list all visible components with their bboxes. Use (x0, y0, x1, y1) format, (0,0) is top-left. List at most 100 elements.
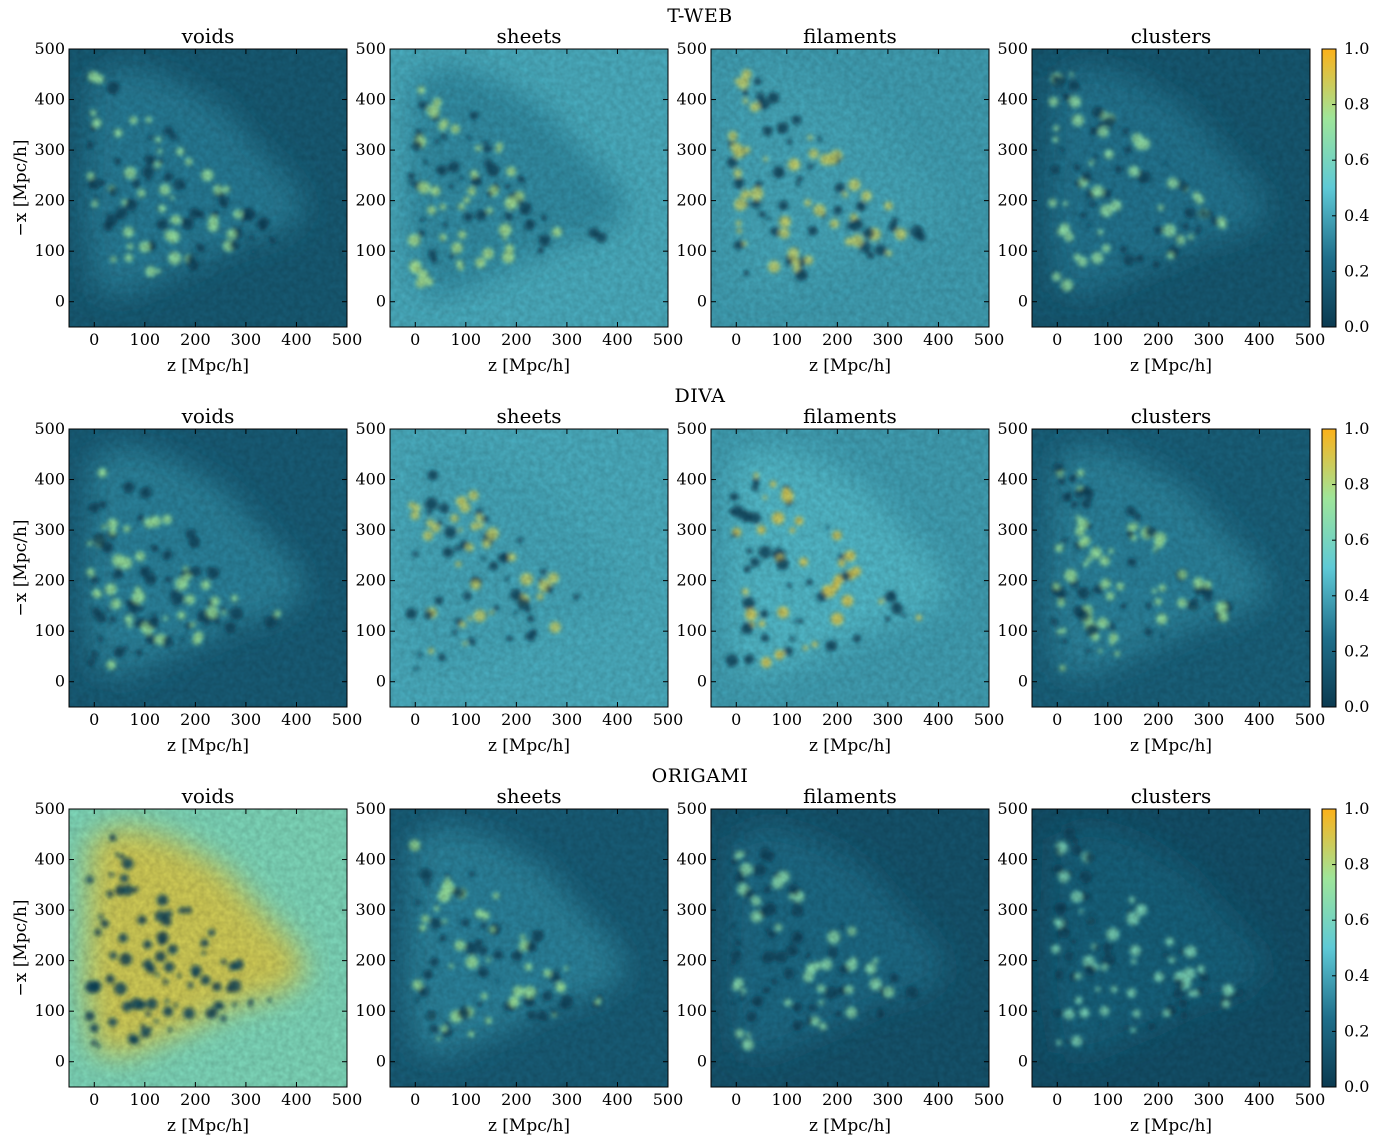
y-tick-label: 300 (997, 140, 1028, 159)
x-tick-label: 100 (772, 710, 803, 729)
y-tick-label: 100 (676, 241, 707, 260)
colorbar-tick-label: 0.0 (1344, 1077, 1369, 1096)
axes-frame (710, 48, 990, 328)
y-axis-label: −x [Mpc/h] (11, 900, 31, 997)
panel-title: voids (181, 404, 235, 428)
x-tick-label: 100 (130, 330, 161, 349)
x-tick-label: 400 (923, 710, 954, 729)
y-axis-label: −x [Mpc/h] (11, 140, 31, 237)
panel-title: filaments (803, 24, 897, 48)
x-tick-label: 500 (974, 1090, 1005, 1109)
y-tick-label: 100 (34, 621, 65, 640)
y-tick-label: 200 (676, 191, 707, 210)
x-tick-label: 500 (1295, 330, 1326, 349)
axes-frame (710, 428, 990, 708)
y-tick-label: 400 (676, 470, 707, 489)
x-axis-label: z [Mpc/h] (1130, 736, 1212, 756)
y-tick-label: 400 (676, 90, 707, 109)
colorbar-tick-label: 0.4 (1344, 586, 1369, 605)
x-tick-label: 100 (1093, 330, 1124, 349)
x-tick-label: 300 (873, 710, 904, 729)
x-tick-label: 0 (89, 330, 99, 349)
y-tick-label: 300 (355, 900, 386, 919)
y-tick-label: 500 (997, 39, 1028, 58)
noise-texture (1032, 49, 1310, 327)
axes-frame (389, 428, 669, 708)
x-tick-label: 500 (332, 1090, 363, 1109)
colorbar: 0.0 0.2 0.4 0.6 0.8 1.0 (1321, 799, 1369, 1096)
axes-frame (1031, 428, 1311, 708)
x-tick-label: 200 (501, 710, 532, 729)
noise-texture (69, 49, 347, 327)
colorbar-tick-label: 0.2 (1344, 641, 1369, 660)
x-tick-label: 100 (772, 330, 803, 349)
x-axis-label: z [Mpc/h] (1130, 356, 1212, 376)
y-tick-label: 300 (34, 140, 65, 159)
panel-t-web-clusters: 0 100 200 300 400 500 0 100 200 300 400 500 z [Mpc/h… (997, 39, 1325, 376)
axes-frame (1031, 48, 1311, 328)
x-tick-label: 500 (332, 710, 363, 729)
y-tick-label: 0 (697, 292, 707, 311)
noise-texture (390, 49, 668, 327)
colorbar-tick-label: 0.4 (1344, 206, 1369, 225)
x-tick-label: 0 (89, 710, 99, 729)
y-tick-label: 400 (997, 90, 1028, 109)
axes-frame (68, 428, 348, 708)
y-tick-label: 400 (355, 850, 386, 869)
x-tick-label: 0 (410, 330, 420, 349)
y-tick-label: 0 (55, 292, 65, 311)
panel-origami-sheets: 0 100 200 300 400 500 0 100 200 300 400 500 z [Mpc/h… (355, 799, 683, 1135)
x-tick-label: 300 (1194, 330, 1225, 349)
x-tick-label: 400 (281, 330, 312, 349)
x-tick-label: 200 (180, 1090, 211, 1109)
x-tick-label: 0 (1052, 710, 1062, 729)
x-axis-label: z [Mpc/h] (488, 356, 570, 376)
panel-title: voids (181, 24, 235, 48)
colorbar-tick-label: 0.8 (1344, 475, 1369, 494)
x-tick-label: 400 (1244, 710, 1275, 729)
noise-texture (69, 429, 347, 707)
y-tick-label: 300 (676, 140, 707, 159)
y-tick-label: 500 (997, 419, 1028, 438)
colorbar-tick-label: 0.2 (1344, 1021, 1369, 1040)
x-tick-label: 0 (731, 710, 741, 729)
y-tick-label: 200 (355, 571, 386, 590)
colorbar-tick-label: 0.8 (1344, 855, 1369, 874)
x-tick-label: 400 (1244, 1090, 1275, 1109)
noise-texture (711, 809, 989, 1087)
y-tick-label: 0 (376, 672, 386, 691)
x-tick-label: 200 (822, 1090, 853, 1109)
axes-frame (389, 48, 669, 328)
x-tick-label: 100 (1093, 1090, 1124, 1109)
colorbar-tick-label: 1.0 (1344, 39, 1369, 58)
x-tick-label: 500 (653, 710, 684, 729)
y-tick-label: 100 (34, 241, 65, 260)
y-tick-label: 0 (376, 292, 386, 311)
x-tick-label: 200 (501, 330, 532, 349)
colorbar: 0.0 0.2 0.4 0.6 0.8 1.0 (1321, 419, 1369, 716)
colorbar-tick-label: 0.6 (1344, 910, 1369, 929)
colorbar-tick-label: 0.0 (1344, 317, 1369, 336)
colorbar: 0.0 0.2 0.4 0.6 0.8 1.0 (1321, 39, 1369, 336)
panel-title: clusters (1131, 784, 1211, 808)
y-tick-label: 100 (997, 1001, 1028, 1020)
x-axis-label: z [Mpc/h] (1130, 1116, 1212, 1135)
x-tick-label: 500 (1295, 710, 1326, 729)
y-axis-label: −x [Mpc/h] (11, 520, 31, 617)
x-tick-label: 400 (602, 330, 633, 349)
axes-frame (1031, 808, 1311, 1088)
x-tick-label: 300 (873, 1090, 904, 1109)
row-title: DIVA (675, 385, 726, 407)
y-tick-label: 100 (676, 1001, 707, 1020)
y-tick-label: 500 (34, 419, 65, 438)
y-tick-label: 0 (376, 1052, 386, 1071)
x-tick-label: 500 (332, 330, 363, 349)
x-tick-label: 0 (1052, 330, 1062, 349)
y-tick-label: 400 (34, 90, 65, 109)
colorbar-tick-label: 0.0 (1344, 697, 1369, 716)
x-tick-label: 100 (1093, 710, 1124, 729)
noise-texture (1032, 809, 1310, 1087)
y-tick-label: 200 (676, 951, 707, 970)
x-axis-label: z [Mpc/h] (809, 1116, 891, 1135)
panel-t-web-filaments: 0 100 200 300 400 500 0 100 200 300 400 500 z [Mpc/h… (676, 39, 1004, 376)
